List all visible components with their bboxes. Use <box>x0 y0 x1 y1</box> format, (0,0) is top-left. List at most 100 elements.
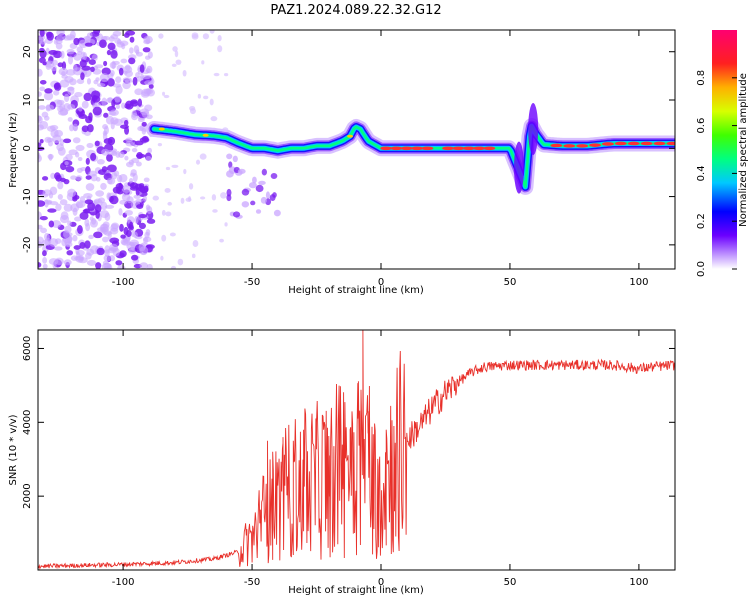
noise-cell <box>124 79 133 84</box>
noise-cell <box>68 55 74 65</box>
noise-cell <box>58 67 69 76</box>
ridge-peak <box>347 134 354 138</box>
noise-cell <box>121 102 126 109</box>
noise-cell <box>39 216 48 221</box>
noise-cell <box>109 195 119 205</box>
noise-cell <box>106 153 113 162</box>
noise-cell <box>53 82 61 90</box>
noise-cell <box>138 213 148 219</box>
noise-cell <box>220 192 227 199</box>
x-tick-label: 50 <box>504 577 517 588</box>
noise-cell <box>95 177 101 182</box>
noise-cell <box>73 53 82 61</box>
noise-cell <box>158 33 164 39</box>
noise-cell <box>79 59 87 68</box>
x-tick-label: 100 <box>629 277 648 288</box>
noise-cell <box>252 176 257 184</box>
noise-cell <box>191 32 199 39</box>
noise-cell <box>59 199 68 206</box>
noise-cell <box>185 197 192 202</box>
noise-cell <box>73 245 81 250</box>
noise-cell <box>142 195 147 202</box>
noise-cell <box>129 36 135 43</box>
noise-cell <box>72 196 78 202</box>
noise-cell <box>255 209 262 214</box>
noise-cell <box>48 153 53 161</box>
ridge-peak <box>640 141 653 146</box>
spectrogram-ylabel: Frequency (Hz) <box>8 112 19 188</box>
noise-cell <box>123 32 130 38</box>
x-tick-label: 0 <box>378 277 384 288</box>
noise-cell <box>80 51 86 60</box>
noise-cell <box>131 254 139 261</box>
noise-cell <box>43 91 54 101</box>
x-tick-label: 100 <box>629 577 648 588</box>
noise-cell <box>87 202 96 211</box>
x-tick-label: -100 <box>112 577 135 588</box>
noise-cell <box>38 68 43 77</box>
noise-cell <box>57 110 68 116</box>
noise-cell <box>120 234 126 239</box>
noise-cell <box>72 137 81 144</box>
noise-cell <box>145 228 151 236</box>
noise-cell <box>112 83 122 88</box>
noise-cell <box>258 180 266 185</box>
noise-cell <box>126 216 135 225</box>
noise-cell <box>60 211 69 220</box>
noise-cell <box>209 98 214 106</box>
noise-cell <box>109 243 119 252</box>
noise-cell <box>114 95 121 103</box>
noise-cell <box>213 72 220 77</box>
noise-cell <box>131 110 138 118</box>
noise-cell <box>134 216 139 224</box>
noise-cell <box>38 200 46 207</box>
noise-cell <box>81 125 89 133</box>
noise-cell <box>38 105 46 110</box>
noise-cell <box>147 147 153 154</box>
noise-cell <box>260 196 267 204</box>
ridge-peak <box>627 141 640 146</box>
y-tick-label: 6000 <box>22 336 33 361</box>
noise-cell <box>172 46 178 52</box>
noise-cell <box>121 185 132 194</box>
ridge-peak <box>452 146 465 151</box>
noise-cell <box>130 243 136 251</box>
noise-cell <box>39 47 45 53</box>
noise-cell <box>144 80 154 86</box>
noise-cell <box>103 112 109 118</box>
noise-cell <box>124 209 133 216</box>
noise-cell <box>40 227 48 234</box>
noise-cell <box>102 236 109 243</box>
noise-cell <box>53 90 60 96</box>
noise-cell <box>137 117 145 123</box>
noise-cell <box>113 118 123 126</box>
noise-cell <box>38 224 43 230</box>
noise-cell <box>44 60 55 68</box>
noise-cell <box>67 117 73 122</box>
noise-cell <box>202 33 210 40</box>
noise-cell <box>106 177 116 185</box>
noise-cell <box>50 172 56 180</box>
noise-cell <box>42 263 48 269</box>
noise-cell <box>105 115 115 125</box>
colorbar-tick-label: 0.6 <box>696 118 707 134</box>
noise-cell <box>177 258 184 266</box>
ridge-peak <box>421 146 434 151</box>
noise-cell <box>75 144 85 152</box>
noise-cell <box>102 35 110 41</box>
noise-cell <box>63 93 70 103</box>
noise-cell <box>139 246 149 256</box>
ridge-peak <box>158 127 165 131</box>
noise-cell <box>145 155 152 161</box>
snr-line <box>38 330 675 570</box>
snr-plot-area <box>38 330 675 570</box>
noise-cell <box>142 47 151 53</box>
noise-cell <box>43 199 53 204</box>
noise-cell <box>91 217 97 225</box>
noise-cell <box>86 78 92 85</box>
noise-cell <box>180 197 185 204</box>
colorbar-tick-label: 0.0 <box>696 261 707 277</box>
x-tick-label: 0 <box>378 577 384 588</box>
noise-cell <box>128 178 134 184</box>
